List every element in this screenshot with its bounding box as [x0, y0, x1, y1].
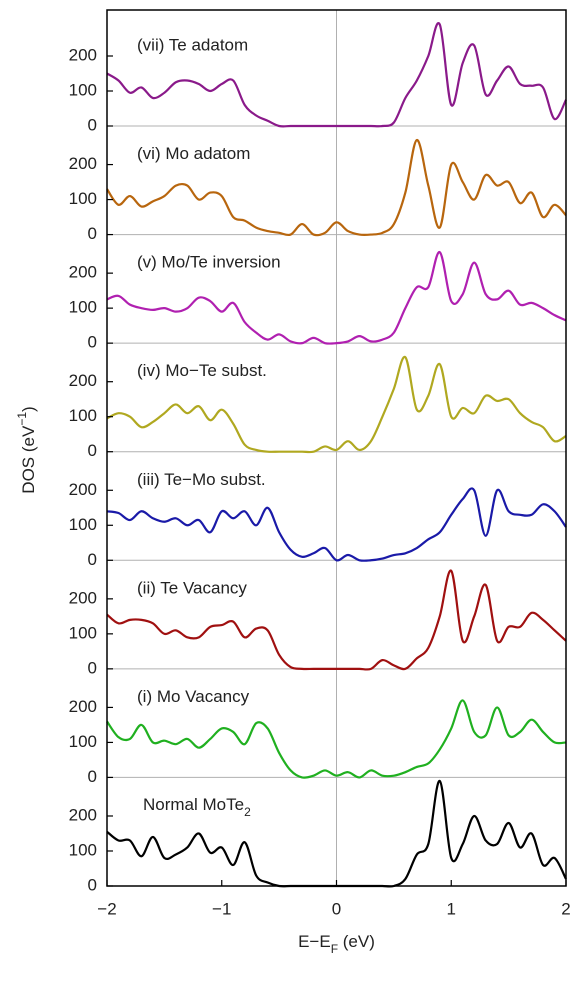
y-tick-label: 100: [69, 732, 97, 751]
y-tick-label: 0: [88, 767, 97, 786]
y-tick-label: 0: [88, 658, 97, 677]
y-tick-label: 0: [88, 441, 97, 460]
x-axis-title-part: F: [331, 942, 338, 956]
dos-curve: [106, 356, 567, 454]
y-tick-label: 200: [69, 697, 97, 716]
y-tick-label: 200: [69, 45, 97, 64]
x-tick-label: −1: [212, 899, 231, 918]
dos-curve: [106, 487, 567, 562]
panel-title-part: 2: [244, 805, 251, 819]
y-tick-label: 0: [88, 115, 97, 134]
x-tick-label: 0: [332, 899, 341, 918]
y-tick-label: 200: [69, 263, 97, 282]
plot-frame: [106, 9, 567, 887]
y-tick-label: 200: [69, 805, 97, 824]
panel-title: (iv) Mo−Te subst.: [137, 361, 267, 380]
panel-title: (iii) Te−Mo subst.: [137, 470, 266, 489]
panel-title: (i) Mo Vacancy: [137, 687, 250, 706]
y-tick-label: 200: [69, 154, 97, 173]
dos-curve: [106, 569, 567, 671]
y-tick-label: 200: [69, 588, 97, 607]
y-axis-title-part: DOS (eV: [19, 425, 38, 494]
x-tick-label: −2: [97, 899, 116, 918]
y-tick-label: 0: [88, 333, 97, 352]
y-tick-label: 0: [88, 550, 97, 569]
y-tick-label: 200: [69, 480, 97, 499]
dos-curve: [106, 138, 567, 237]
y-axis-title-part: ): [19, 406, 38, 412]
dos-curve: [106, 699, 567, 779]
y-tick-label: 100: [69, 515, 97, 534]
y-tick-label: 100: [69, 406, 97, 425]
x-axis-title-part: (eV): [338, 932, 375, 951]
y-tick-label: 100: [69, 189, 97, 208]
dos-curve: [106, 251, 567, 345]
panel-title: (vi) Mo adatom: [137, 144, 250, 163]
panel-title-part: Normal MoTe: [143, 795, 244, 814]
panel-title: (vii) Te adatom: [137, 35, 248, 54]
y-tick-label: 100: [69, 840, 97, 859]
x-tick-label: 2: [561, 899, 570, 918]
y-axis-title-part: −1: [15, 412, 29, 426]
y-tick-label: 0: [88, 875, 97, 894]
y-tick-label: 200: [69, 371, 97, 390]
under-layer: [107, 10, 566, 887]
y-tick-label: 100: [69, 80, 97, 99]
y-tick-label: 100: [69, 298, 97, 317]
y-tick-label: 100: [69, 623, 97, 642]
x-axis-title-part: E−E: [298, 932, 331, 951]
panel-title: Normal MoTe2: [143, 795, 251, 819]
y-tick-label: 0: [88, 224, 97, 243]
panel-title: (v) Mo/Te inversion: [137, 253, 281, 272]
dos-curve: [106, 22, 567, 128]
x-tick-label: 1: [447, 899, 456, 918]
x-axis-title: E−EF (eV): [298, 932, 375, 956]
y-axis-title: DOS (eV−1): [15, 406, 38, 493]
panel-title: (ii) Te Vacancy: [137, 578, 247, 597]
